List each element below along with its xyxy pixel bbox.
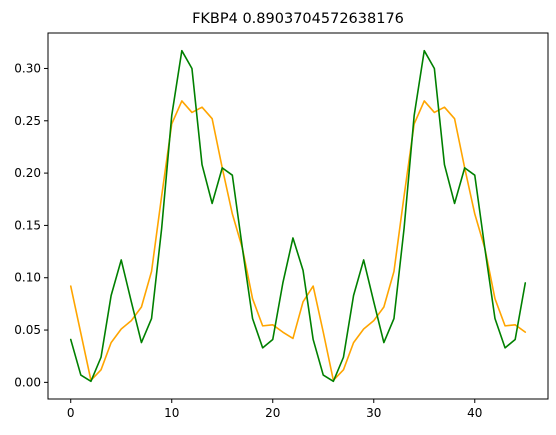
axes-frame — [47, 32, 549, 400]
series-line-1 — [69, 100, 527, 382]
y-tick-label: 0.10 — [14, 271, 41, 285]
y-tick-label: 0.00 — [14, 375, 41, 389]
y-tick-label: 0.15 — [14, 218, 41, 232]
x-tick-label: 40 — [467, 406, 482, 420]
x-tick-label: 0 — [67, 406, 75, 420]
chart-title: FKBP4 0.8903704572638176 — [192, 11, 404, 27]
y-tick-label: 0.05 — [14, 323, 41, 337]
x-tick-label: 30 — [366, 406, 381, 420]
series-line-2 — [69, 49, 527, 383]
y-tick-label: 0.25 — [14, 114, 41, 128]
y-tick-label: 0.30 — [14, 61, 41, 75]
x-tick-label: 20 — [265, 406, 280, 420]
y-tick-label: 0.20 — [14, 166, 41, 180]
x-tick-label: 10 — [164, 406, 179, 420]
plot-area: 0.00 0.05 0.10 0.15 0.20 0.25 0.30 0 10 20 30 40 — [14, 49, 527, 420]
